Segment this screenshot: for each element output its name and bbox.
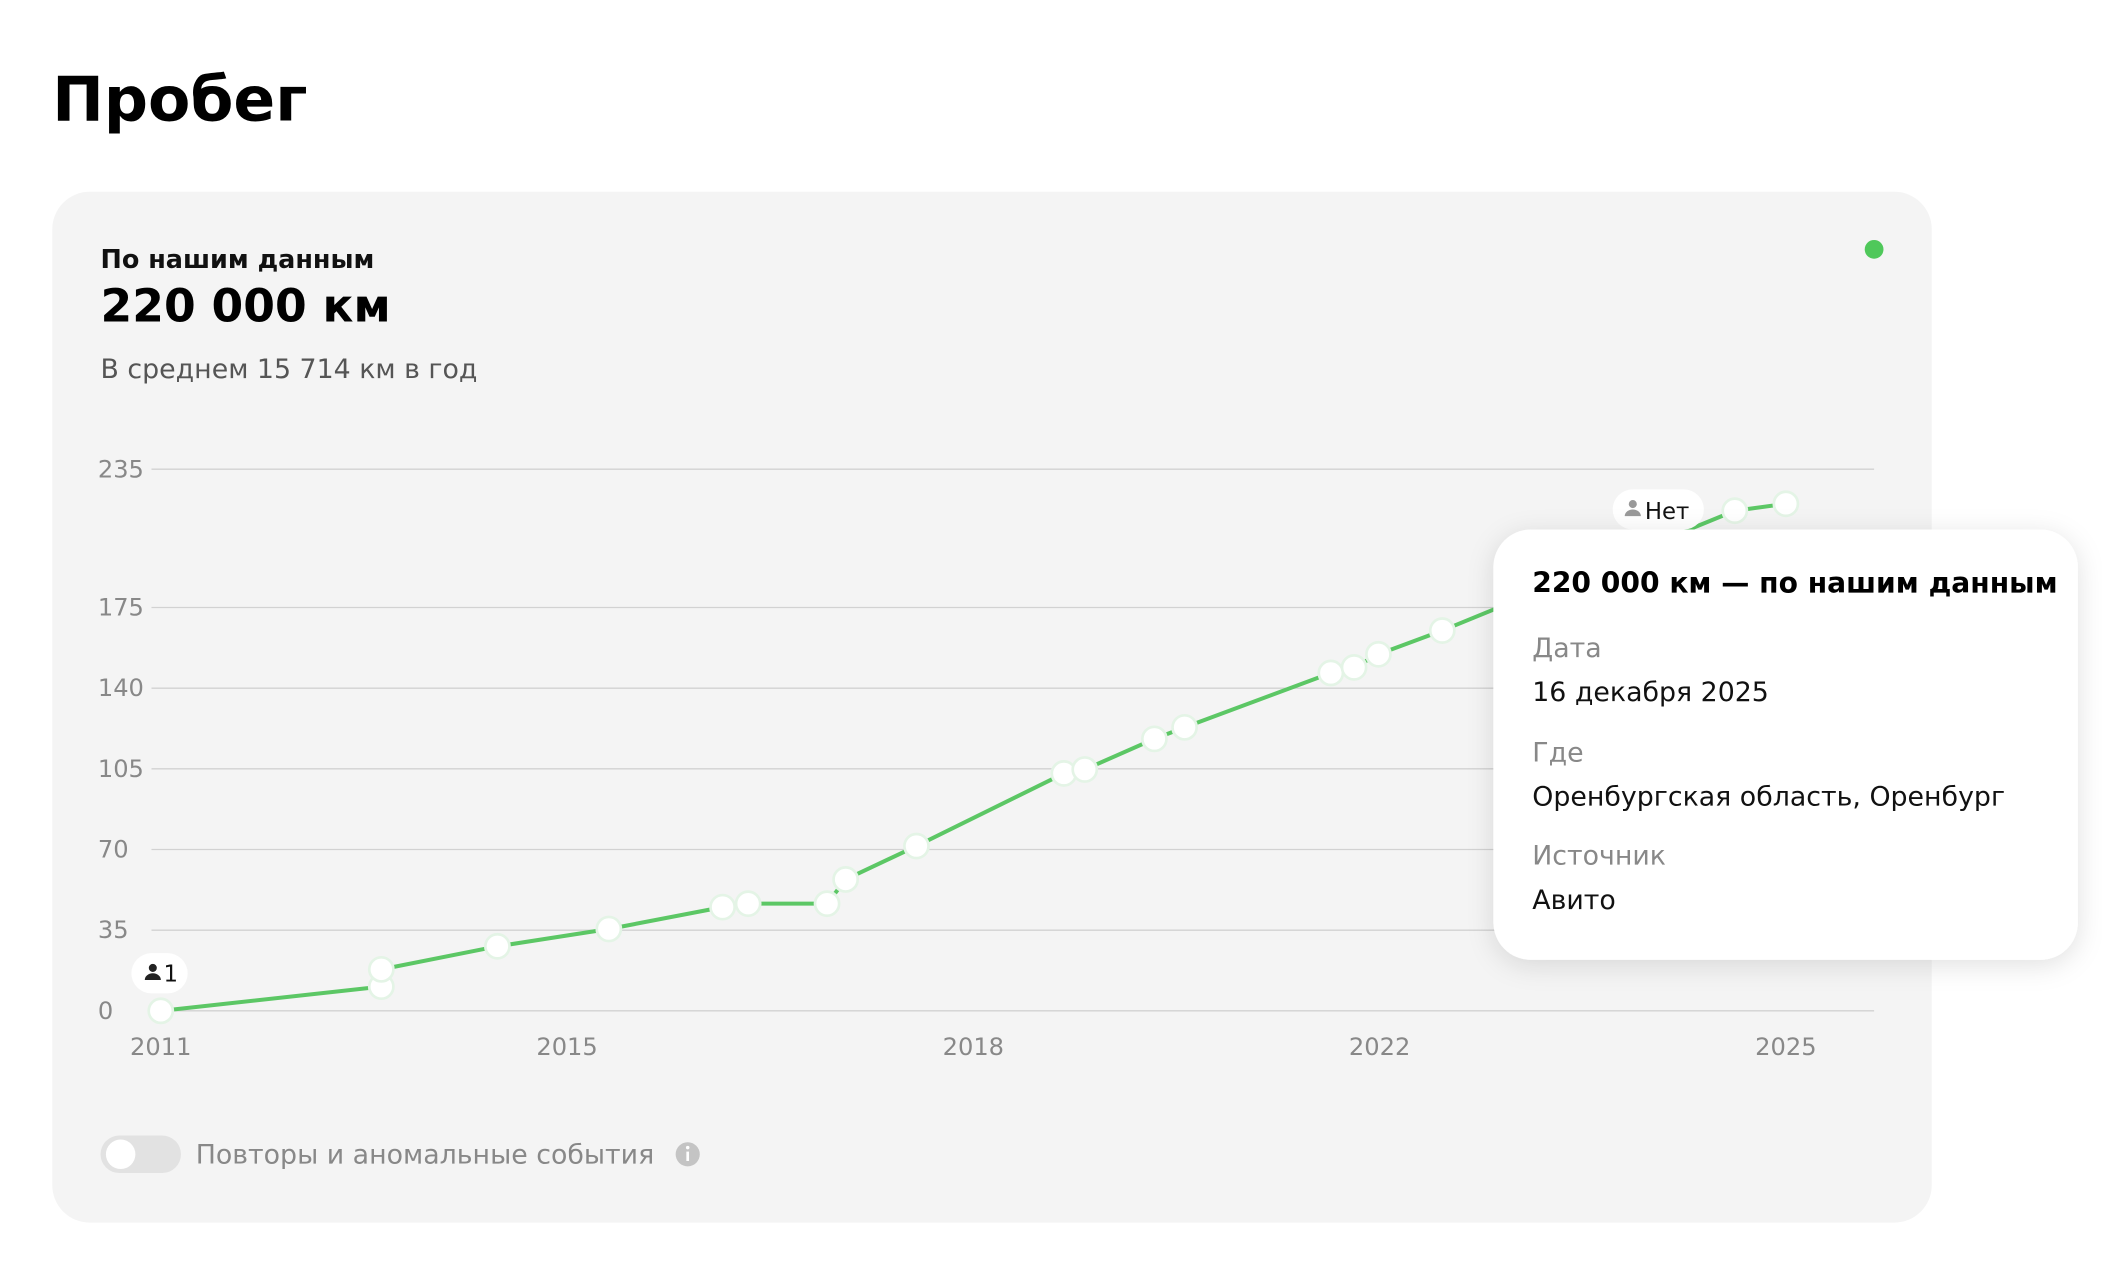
point xyxy=(367,955,395,983)
tooltip: 220 000 км — по нашим данным Дата 16 дек… xyxy=(1493,529,2078,960)
point xyxy=(903,832,930,860)
badge-bg xyxy=(1612,489,1704,530)
tooltip-title: 220 000 км — по нашим данным xyxy=(1532,567,2057,600)
point xyxy=(1772,490,1800,518)
y-tick-label: 235 xyxy=(98,455,144,483)
y-tick-label: 140 xyxy=(98,674,144,702)
page-title: Пробег xyxy=(52,64,307,136)
point xyxy=(147,997,175,1025)
badge-text: 1 xyxy=(164,961,178,987)
info-icon-mark xyxy=(686,1151,690,1161)
field-label: Дата xyxy=(1532,633,1601,664)
point xyxy=(1141,725,1168,753)
badge-text: Нет xyxy=(1645,499,1689,525)
point xyxy=(813,890,841,918)
point xyxy=(1340,654,1368,681)
status-dot xyxy=(1864,239,1884,259)
x-tick-label: 2022 xyxy=(1349,1033,1410,1061)
y-tick-label: 70 xyxy=(98,836,129,864)
point xyxy=(1365,640,1392,668)
x-tick-label: 2015 xyxy=(536,1033,597,1061)
toggle-knob xyxy=(105,1139,136,1170)
y-tick-label: 175 xyxy=(98,594,144,622)
point xyxy=(1428,617,1456,644)
point xyxy=(734,890,762,918)
badge: Нет xyxy=(1612,489,1704,530)
point xyxy=(1071,756,1099,783)
point xyxy=(1317,659,1345,687)
toggle-label: Повторы и аномальные события xyxy=(196,1140,654,1171)
field-value: Авито xyxy=(1532,885,1616,916)
point xyxy=(832,866,860,893)
point xyxy=(483,932,511,960)
field-value: 16 декабря 2025 xyxy=(1532,677,1769,708)
point xyxy=(709,893,737,921)
point xyxy=(1171,713,1198,741)
y-tick-label: 105 xyxy=(98,755,144,783)
x-tick-label: 2018 xyxy=(943,1033,1004,1061)
y-tick-label: 0 xyxy=(98,997,113,1025)
point xyxy=(595,915,623,943)
x-tick-label: 2011 xyxy=(130,1033,191,1061)
badge: 1 xyxy=(131,953,188,994)
field-value: Оренбургская область, Оренбург xyxy=(1532,782,2005,813)
x-tick-label: 2025 xyxy=(1755,1033,1816,1061)
badge-bg xyxy=(131,953,188,994)
field-label: Источник xyxy=(1532,841,1666,872)
point xyxy=(1721,497,1749,525)
card-average: В среднем 15 714 км в год xyxy=(101,354,478,385)
card-value: 220 000 км xyxy=(101,280,391,333)
info-icon-mark xyxy=(685,1145,690,1150)
y-tick-label: 35 xyxy=(98,916,129,944)
person-icon xyxy=(1628,500,1637,509)
card-label: По нашим данным xyxy=(101,245,375,275)
person-icon xyxy=(144,973,161,980)
person-icon xyxy=(1624,509,1641,517)
card xyxy=(52,191,1932,1223)
field-label: Где xyxy=(1532,737,1583,768)
person-icon xyxy=(148,963,157,972)
tooltip-bg xyxy=(1493,529,2078,960)
